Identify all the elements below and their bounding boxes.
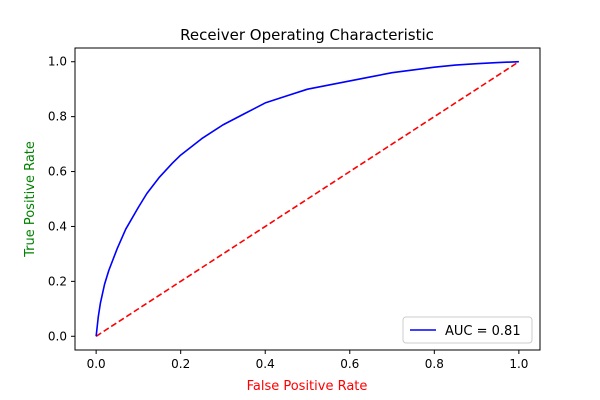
x-axis-label: False Positive Rate xyxy=(247,379,368,394)
y-tick-label: 0.2 xyxy=(48,274,67,288)
y-axis-ticks: 0.0 0.2 0.4 0.6 0.8 1.0 xyxy=(48,55,75,343)
x-tick-label: 0.8 xyxy=(425,357,444,371)
legend-label: AUC = 0.81 xyxy=(445,324,521,339)
x-tick-label: 0.4 xyxy=(256,357,275,371)
x-tick-label: 0.0 xyxy=(87,357,106,371)
chance-line xyxy=(95,61,520,337)
y-tick-label: 0.6 xyxy=(48,165,67,179)
y-tick-label: 1.0 xyxy=(48,55,67,69)
legend: AUC = 0.81 xyxy=(402,316,533,344)
y-tick-label: 0.0 xyxy=(48,329,67,343)
x-tick-label: 1.0 xyxy=(509,357,528,371)
y-tick-label: 0.8 xyxy=(48,110,67,124)
roc-curve-line xyxy=(95,60,519,337)
plot-area xyxy=(95,60,520,337)
y-axis-label: True Positive Rate xyxy=(23,141,38,258)
chart-title: Receiver Operating Characteristic xyxy=(180,26,434,44)
legend-box xyxy=(402,316,533,344)
y-tick-label: 0.4 xyxy=(48,219,67,233)
axes-frame xyxy=(74,47,541,351)
x-axis-ticks: 0.0 0.2 0.4 0.6 0.8 1.0 xyxy=(87,350,528,371)
x-tick-label: 0.6 xyxy=(340,357,359,371)
x-tick-label: 0.2 xyxy=(171,357,190,371)
